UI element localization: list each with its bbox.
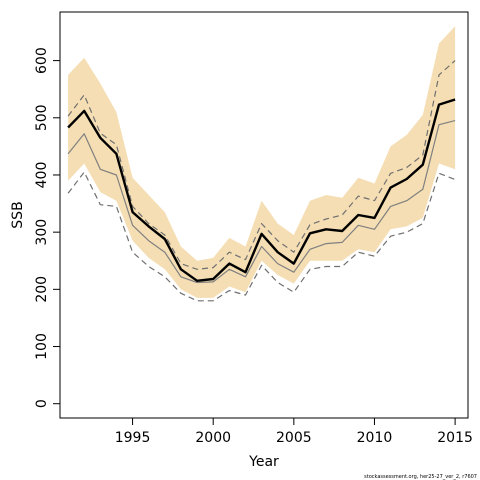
y-tick-label: 500 [34,104,50,131]
confidence-band-layer [68,26,456,298]
x-tick-label: 2000 [195,430,231,446]
series-line-3 [67,171,456,302]
x-axis: 1995 2000 2005 2010 2015 [115,418,473,446]
x-tick-label: 2005 [276,430,312,446]
x-axis-title: Year [248,454,279,470]
x-tick-label: 2010 [357,430,393,446]
series-line-2 [67,60,456,270]
series-line-0 [67,98,456,282]
series-line-1 [67,120,456,284]
footnote: stockassessment.org, her25-27_ver_2, r76… [364,474,477,480]
y-tick-label: 300 [34,219,50,246]
confidence-band [68,26,456,298]
y-tick-label: 400 [34,162,50,189]
plot-frame [59,11,469,419]
series-layer [67,60,456,302]
x-tick-label: 1995 [115,430,151,446]
y-axis: 0 100 200 300 400 500 600 [34,47,60,408]
y-tick-label: 0 [34,399,50,408]
y-tick-label: 100 [34,333,50,360]
y-tick-label: 600 [34,47,50,74]
y-axis-title: SSB [10,201,26,228]
x-tick-label: 2015 [437,430,473,446]
y-tick-label: 200 [34,276,50,303]
